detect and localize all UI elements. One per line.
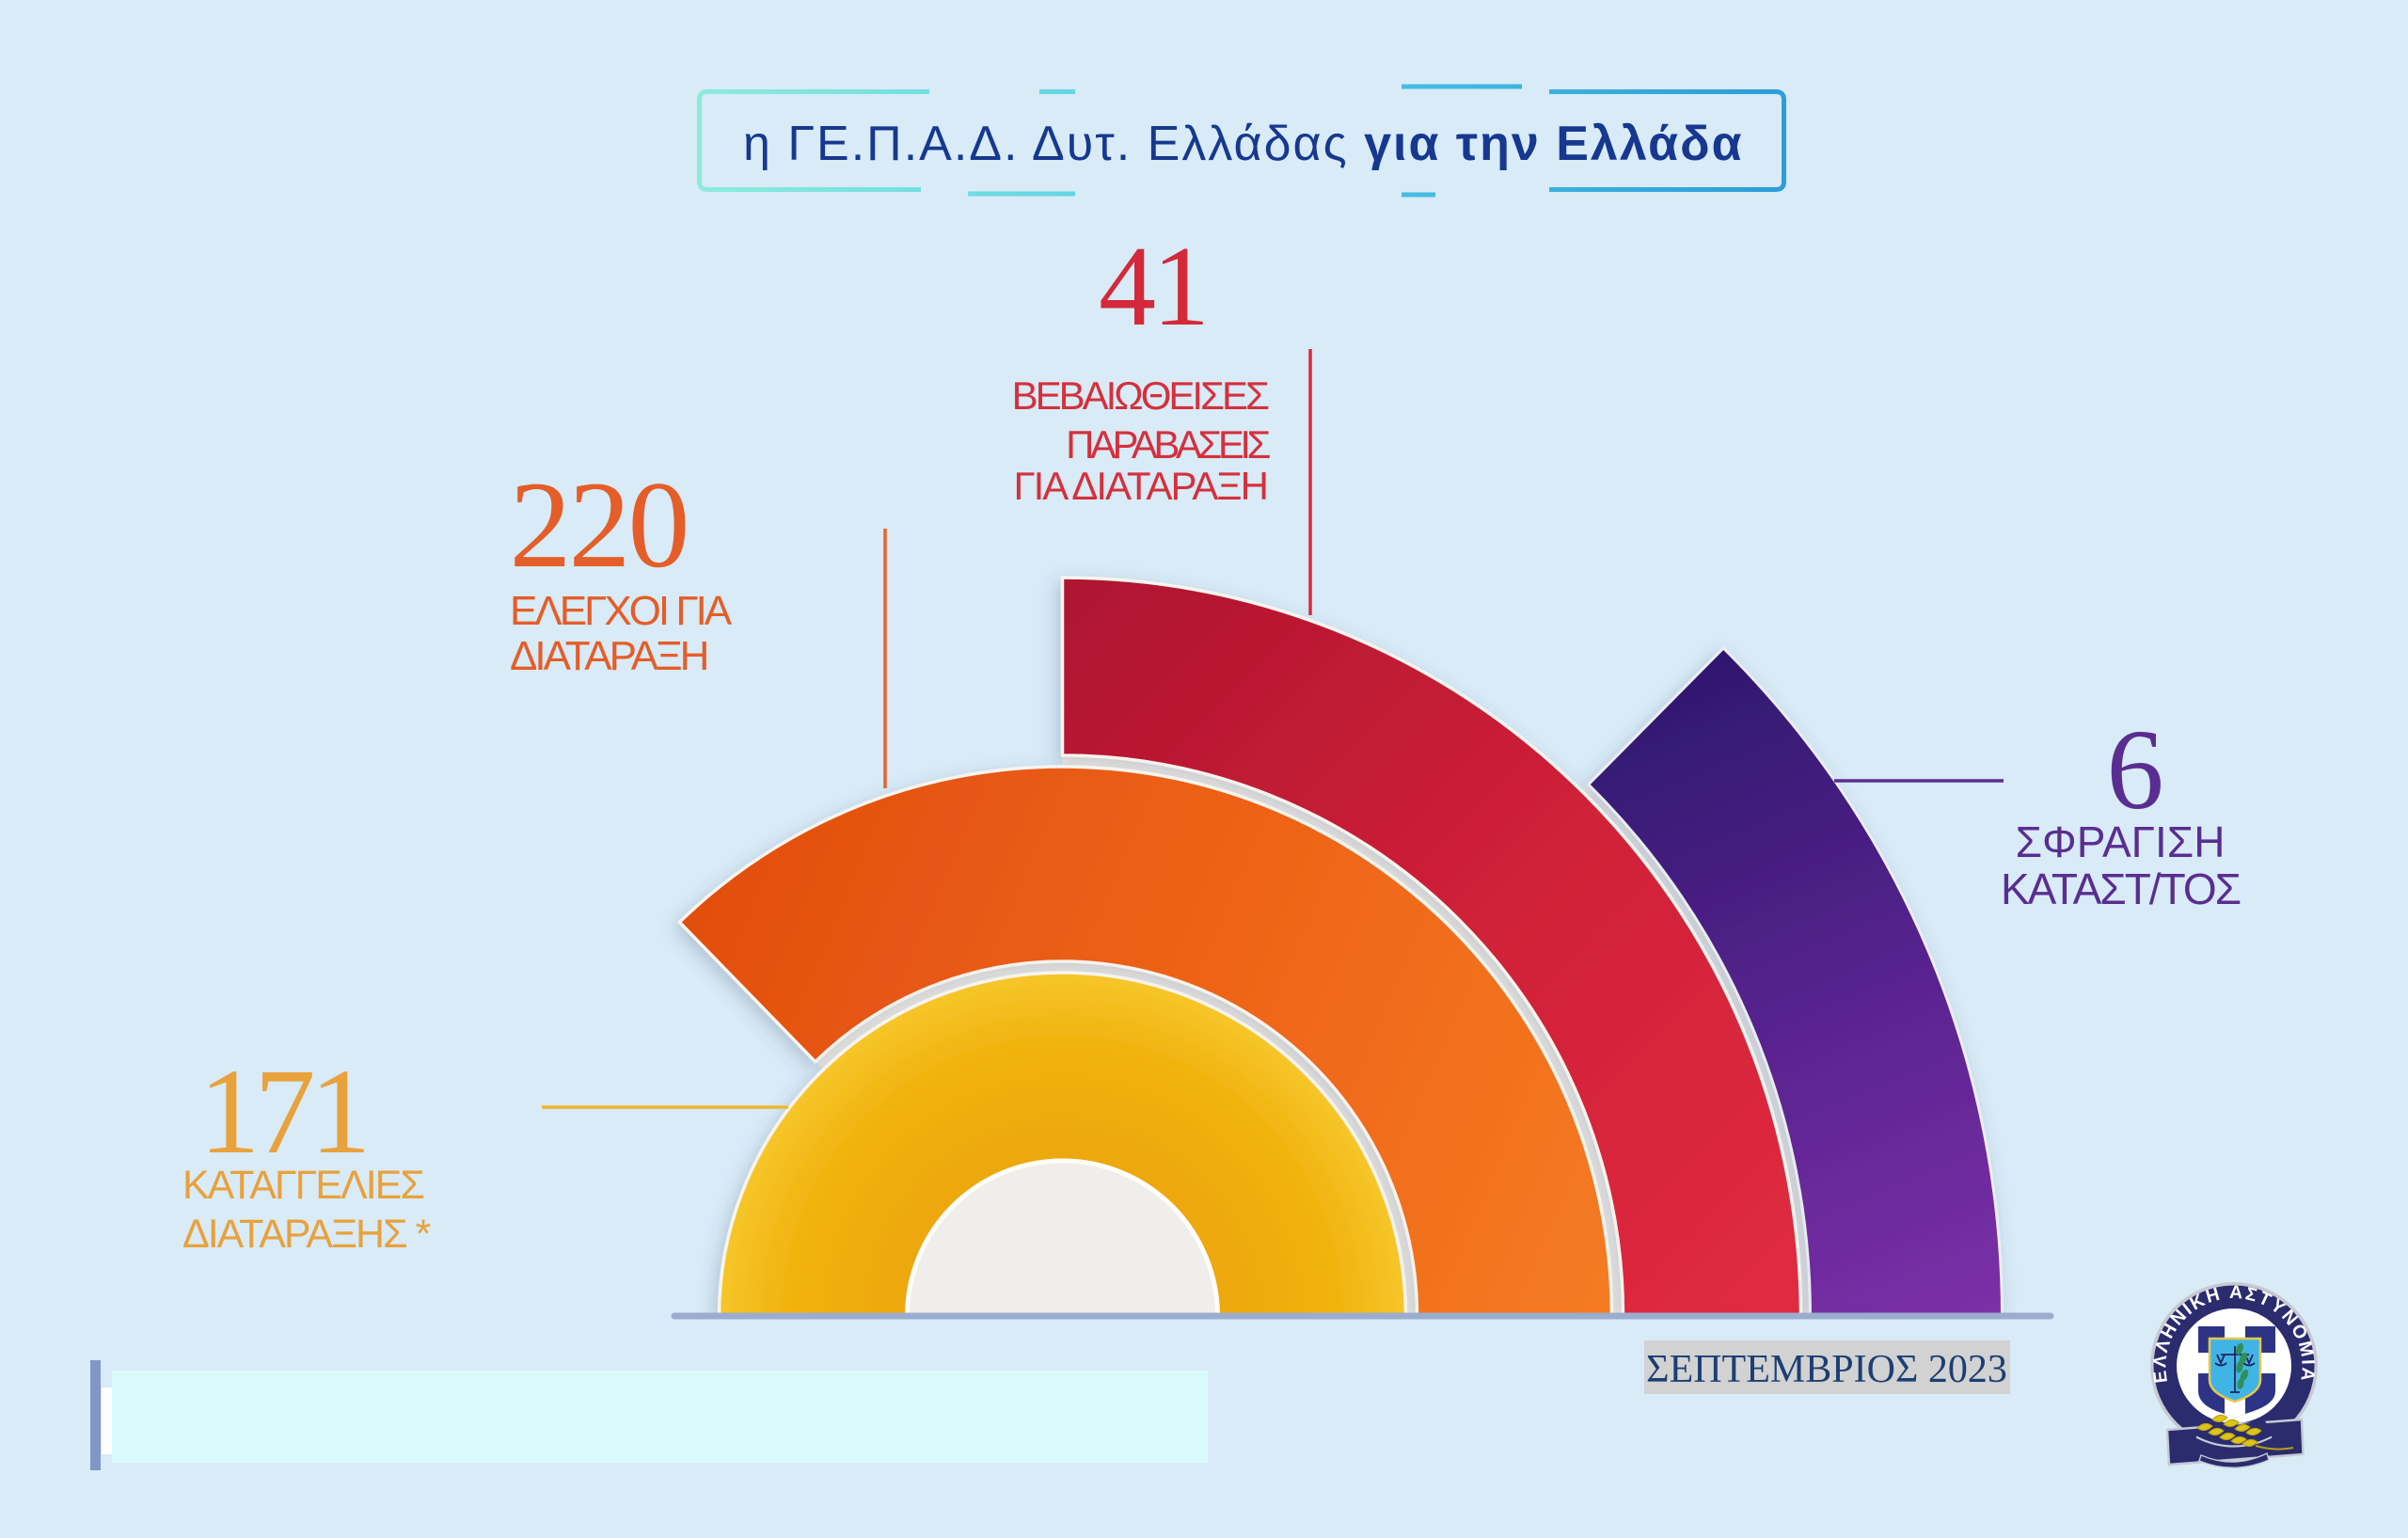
svg-text:41: 41 (1099, 223, 1206, 350)
svg-text:220: 220 (510, 455, 688, 594)
svg-text:ΔΙΑΤΑΡΑΞΗ: ΔΙΑΤΑΡΑΞΗ (510, 633, 707, 679)
svg-text:6: 6 (2107, 706, 2164, 833)
svg-text:ΠΑΡΑΒΑΣΕΙΣ: ΠΑΡΑΒΑΣΕΙΣ (1066, 422, 1270, 467)
svg-text:ΚΑΤΑΣΤ/ΤΟΣ: ΚΑΤΑΣΤ/ΤΟΣ (2001, 864, 2241, 913)
svg-text:ΒΕΒΑΙΩΘΕΙΣΕΣ: ΒΕΒΑΙΩΘΕΙΣΕΣ (1012, 373, 1269, 418)
svg-text:ΓΙΑ ΔΙΑΤΑΡΑΞΗ: ΓΙΑ ΔΙΑΤΑΡΑΞΗ (1013, 464, 1267, 508)
svg-text:ΣΦΡΑΓΙΣΗ: ΣΦΡΑΓΙΣΗ (2016, 817, 2226, 866)
svg-text:η ΓΕ.Π.Α.Δ. Δυτ. Ελλάδας για τ: η ΓΕ.Π.Α.Δ. Δυτ. Ελλάδας για την Ελλάδα (743, 117, 1744, 171)
svg-text:171: 171 (199, 1044, 366, 1180)
svg-text:ΣΕΠΤΕΜΒΡΙΟΣ 2023: ΣΕΠΤΕΜΒΡΙΟΣ 2023 (1646, 1348, 2007, 1391)
svg-text:ΔΙΑΤΑΡΑΞΗΣ *: ΔΙΑΤΑΡΑΞΗΣ * (182, 1212, 432, 1257)
svg-text:ΚΑΤΑΓΓΕΛΙΕΣ: ΚΑΤΑΓΓΕΛΙΕΣ (182, 1163, 423, 1208)
svg-text:ΕΛΕΓΧΟΙ ΓΙΑ: ΕΛΕΓΧΟΙ ΓΙΑ (510, 588, 733, 634)
